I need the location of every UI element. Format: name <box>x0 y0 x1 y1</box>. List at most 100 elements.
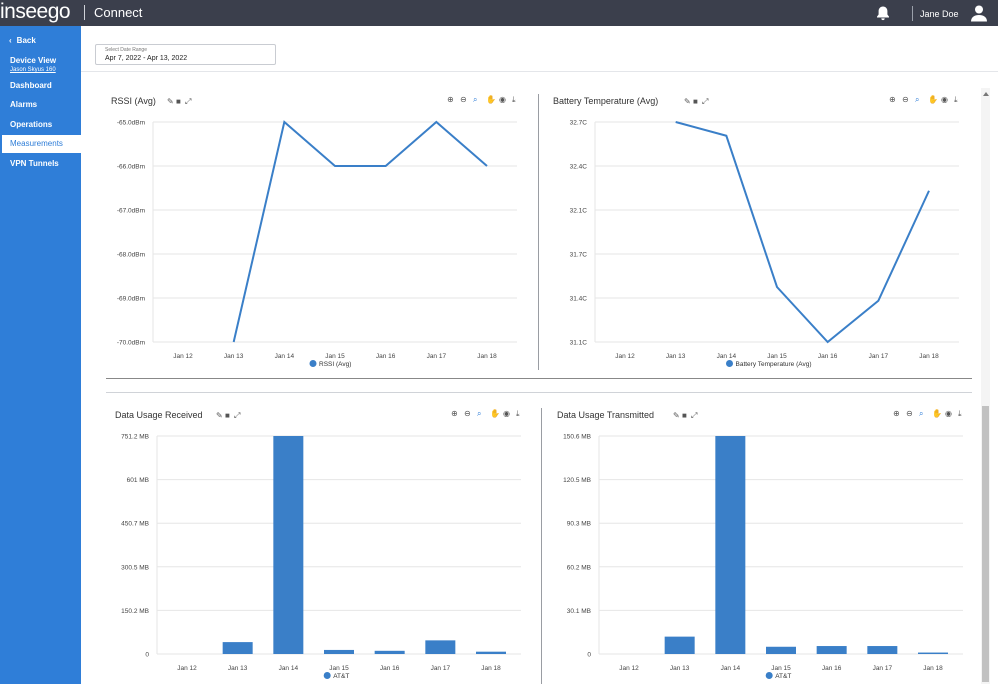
y-tick-label: 601 MB <box>127 477 149 484</box>
pencil-icon[interactable]: ✎ <box>684 97 691 106</box>
y-tick-label: 751.2 MB <box>121 434 149 441</box>
y-tick-label: 450.7 MB <box>121 521 149 528</box>
y-tick-label: 0 <box>587 652 591 659</box>
legend-label[interactable]: AT&T <box>333 673 349 680</box>
trash-icon[interactable]: ■ <box>693 97 698 106</box>
header-divider <box>84 5 85 20</box>
y-tick-label: 31.7C <box>570 252 588 259</box>
sidebar-item-measurements[interactable]: Measurements <box>0 135 81 153</box>
pencil-icon[interactable]: ✎ <box>216 411 223 420</box>
sidebar-item-vpn-tunnels[interactable]: VPN Tunnels <box>10 159 59 168</box>
bar[interactable] <box>273 436 304 654</box>
bar[interactable] <box>476 651 506 654</box>
pan-hand-icon[interactable]: ✋ <box>928 95 938 104</box>
x-tick-label: Jan 15 <box>771 665 791 672</box>
eye-icon[interactable]: ◉ <box>941 95 948 104</box>
zoom-search-icon[interactable]: ⌕ <box>915 95 920 104</box>
download-icon[interactable]: ⤓ <box>516 409 520 418</box>
chart-title: Data Usage Transmitted <box>557 410 655 420</box>
expand-icon[interactable]: ⤢ <box>185 97 192 106</box>
date-range-value: Apr 7, 2022 - Apr 13, 2022 <box>105 55 188 62</box>
eye-icon[interactable]: ◉ <box>499 95 506 104</box>
trash-icon[interactable]: ■ <box>682 411 687 420</box>
row-divider-light <box>106 392 972 393</box>
zoom-out-icon[interactable]: ⊖ <box>464 409 471 418</box>
zoom-out-icon[interactable]: ⊖ <box>460 95 467 104</box>
bar[interactable] <box>664 636 695 654</box>
x-tick-label: Jan 15 <box>767 353 787 360</box>
expand-icon[interactable]: ⤢ <box>691 411 698 420</box>
zoom-in-icon[interactable]: ⊕ <box>893 409 900 418</box>
legend-label[interactable]: Battery Temperature (Avg) <box>736 361 812 368</box>
back-link[interactable]: ‹ Back <box>9 36 36 45</box>
bell-icon[interactable] <box>875 5 891 21</box>
download-icon[interactable]: ⤓ <box>512 95 516 104</box>
bar[interactable] <box>816 646 847 654</box>
sidebar-item-alarms[interactable]: Alarms <box>10 100 38 109</box>
y-tick-label: 32.7C <box>570 120 588 127</box>
user-avatar-icon[interactable] <box>970 4 988 22</box>
x-tick-label: Jan 12 <box>619 665 639 672</box>
sidebar-item-operations[interactable]: Operations <box>10 120 53 129</box>
zoom-search-icon[interactable]: ⌕ <box>477 409 482 418</box>
bar[interactable] <box>222 642 253 654</box>
zoom-in-icon[interactable]: ⊕ <box>451 409 458 418</box>
zoom-out-icon[interactable]: ⊖ <box>906 409 913 418</box>
zoom-search-icon[interactable]: ⌕ <box>473 95 478 104</box>
y-tick-label: 32.1C <box>570 208 588 215</box>
trash-icon[interactable]: ■ <box>225 411 230 420</box>
device-name-link[interactable]: Jason Skyus 160 <box>10 67 56 73</box>
rssi-chart: -65.0dBm -66.0dBm -67.0dBm -68.0dBm -69.0dBm… <box>107 92 527 372</box>
pencil-icon[interactable]: ✎ <box>167 97 174 106</box>
legend-label[interactable]: RSSI (Avg) <box>319 361 351 368</box>
bar[interactable] <box>425 640 456 654</box>
trash-icon[interactable]: ■ <box>176 97 181 106</box>
scroll-up-arrow-icon[interactable] <box>983 92 989 96</box>
app-name: Connect <box>94 5 143 20</box>
x-tick-label: Jan 14 <box>721 665 741 672</box>
y-tick-label: 150.6 MB <box>563 434 591 441</box>
scrollbar-track[interactable] <box>981 88 990 684</box>
chart-title: RSSI (Avg) <box>111 96 156 106</box>
x-tick-label: Jan 16 <box>376 353 396 360</box>
y-tick-label: -66.0dBm <box>117 164 145 171</box>
pan-hand-icon[interactable]: ✋ <box>490 409 500 418</box>
series-line <box>675 121 930 344</box>
user-name[interactable]: Jane Doe <box>920 9 959 19</box>
date-range-picker[interactable]: Select Date Range Apr 7, 2022 - Apr 13, … <box>95 44 276 65</box>
row-divider <box>106 378 972 379</box>
expand-icon[interactable]: ⤢ <box>234 411 241 420</box>
chart-title: Battery Temperature (Avg) <box>553 96 659 106</box>
bar[interactable] <box>374 650 405 654</box>
inseego-logo[interactable]: inseego <box>0 0 71 23</box>
zoom-search-icon[interactable]: ⌕ <box>919 409 924 418</box>
bar[interactable] <box>918 652 948 654</box>
bar[interactable] <box>715 436 746 654</box>
legend-label[interactable]: AT&T <box>775 673 791 680</box>
bar[interactable] <box>324 649 354 654</box>
download-icon[interactable]: ⤓ <box>958 409 962 418</box>
expand-icon[interactable]: ⤢ <box>702 97 709 106</box>
zoom-in-icon[interactable]: ⊕ <box>889 95 896 104</box>
eye-icon[interactable]: ◉ <box>503 409 510 418</box>
eye-icon[interactable]: ◉ <box>945 409 952 418</box>
legend-marker[interactable] <box>323 672 331 679</box>
pencil-icon[interactable]: ✎ <box>673 411 680 420</box>
legend-marker[interactable] <box>726 360 733 367</box>
y-tick-label: 300.5 MB <box>121 564 149 571</box>
zoom-out-icon[interactable]: ⊖ <box>902 95 909 104</box>
chart-svg: 32.7C 32.4C 32.1C 31.7C 31.4C 31.1C Jan 12 Jan … <box>570 120 959 368</box>
pan-hand-icon[interactable]: ✋ <box>486 95 496 104</box>
download-icon[interactable]: ⤓ <box>954 95 958 104</box>
legend-marker[interactable] <box>765 672 773 679</box>
zoom-in-icon[interactable]: ⊕ <box>447 95 454 104</box>
y-tick-label: -68.0dBm <box>117 252 145 259</box>
bar[interactable] <box>867 646 898 654</box>
y-tick-label: 32.4C <box>570 164 588 171</box>
scrollbar-thumb[interactable] <box>982 406 989 682</box>
pan-hand-icon[interactable]: ✋ <box>932 409 942 418</box>
sidebar-item-dashboard[interactable]: Dashboard <box>10 81 52 90</box>
legend-marker[interactable] <box>309 360 317 367</box>
bar[interactable] <box>766 646 796 654</box>
x-tick-label: Jan 14 <box>275 353 295 360</box>
